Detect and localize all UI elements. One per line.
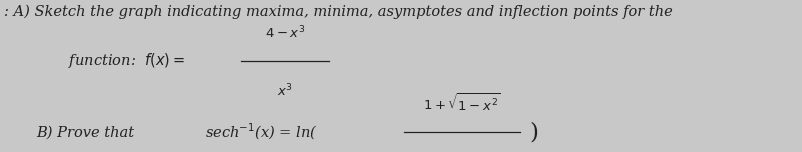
Text: $4-x^3$: $4-x^3$ [265,25,305,42]
Text: ): ) [529,121,537,143]
Text: $x^3$: $x^3$ [277,83,293,100]
Text: B) Prove that: B) Prove that [36,125,134,139]
Text: sech$^{-1}$(x) = ln(: sech$^{-1}$(x) = ln( [205,122,317,142]
Text: function:  $f(x)=$: function: $f(x)=$ [68,51,185,70]
Text: : A) Sketch the graph indicating maxima, minima, asymptotes and inflection point: : A) Sketch the graph indicating maxima,… [4,5,672,19]
Text: $1+\sqrt{1-x^2}$: $1+\sqrt{1-x^2}$ [422,93,500,114]
